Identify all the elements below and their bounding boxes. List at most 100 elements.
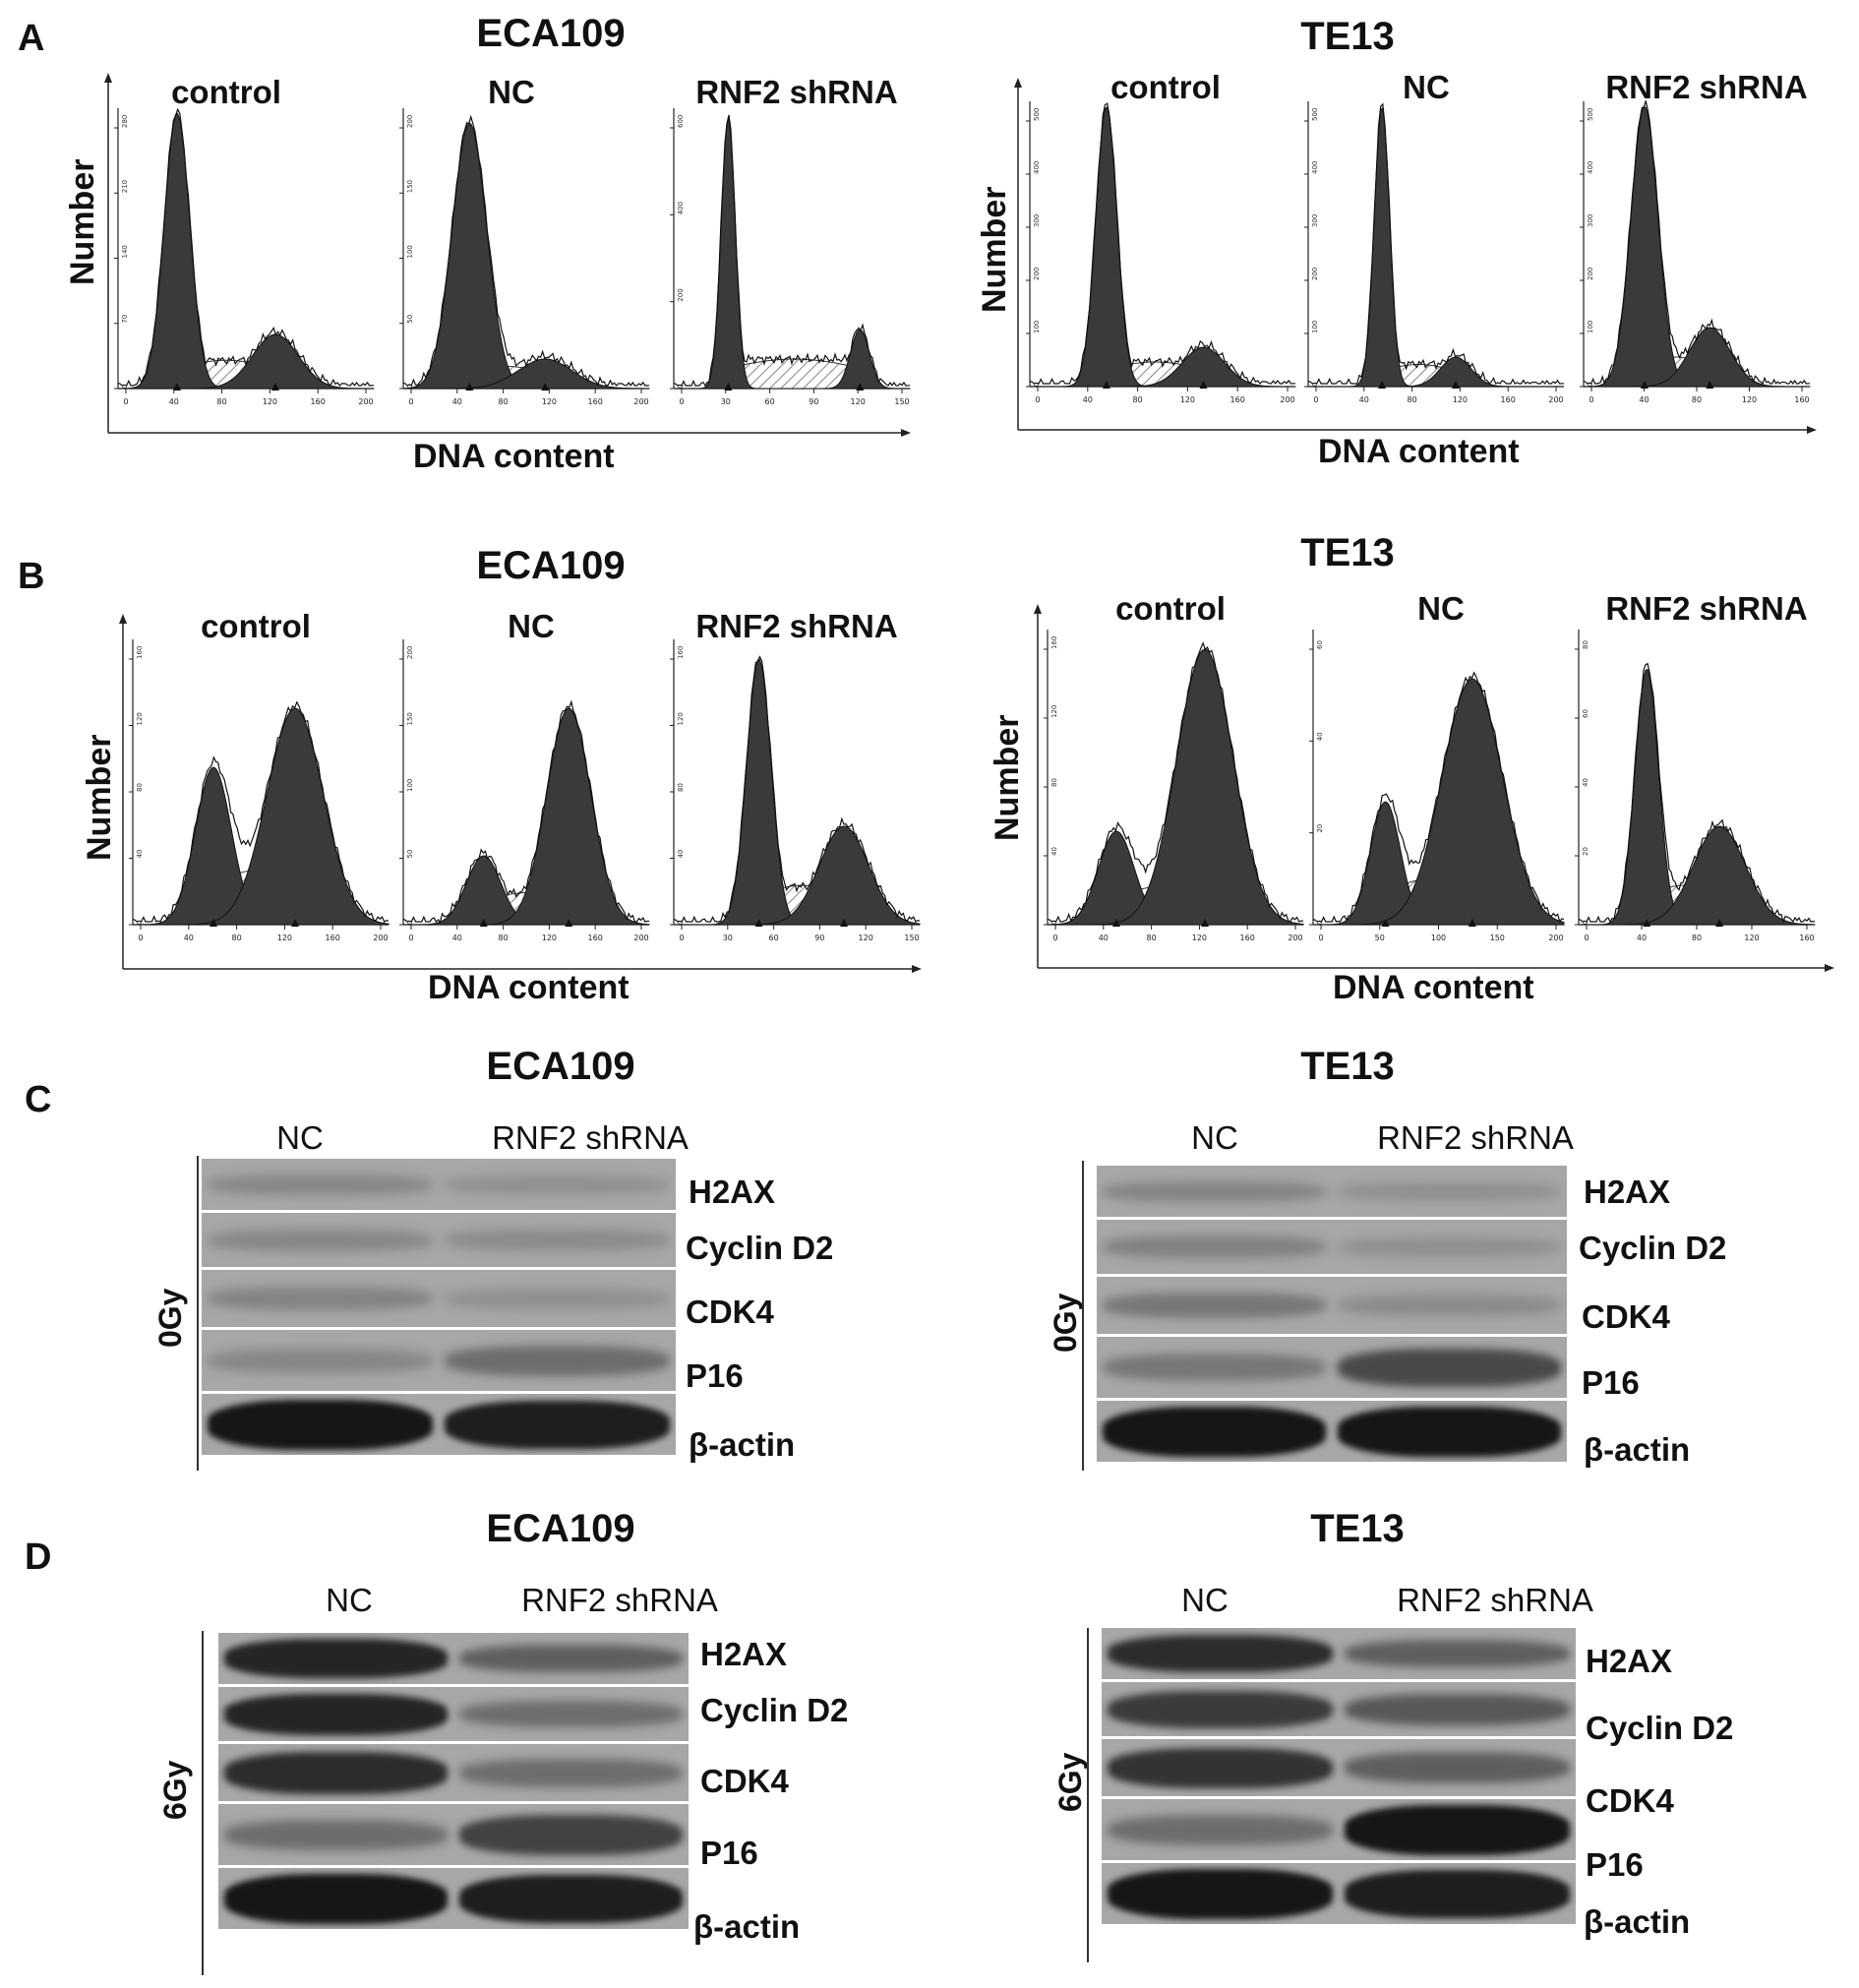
panel-label-b: B	[18, 556, 45, 597]
y-tick-label: 0	[406, 921, 414, 925]
x-tick-label: 0	[138, 934, 143, 942]
panel-c-te13-lane-nc: NC	[1191, 1119, 1238, 1156]
x-tick-label: 120	[542, 934, 557, 942]
y-tick-label: 500	[1311, 108, 1319, 121]
panel-a-eca109-xlabel: DNA content	[413, 438, 615, 475]
blot-band	[1108, 1748, 1333, 1788]
x-tick-label: 40	[1639, 395, 1649, 404]
panel-b-te13-header-nc: NC	[1417, 590, 1465, 627]
panel-d-eca109-protein-cyclin-d2: Cyclin D2	[700, 1692, 849, 1728]
x-tick-label: 120	[542, 397, 557, 406]
blot-band	[1338, 1349, 1561, 1387]
blot-strip	[202, 1394, 676, 1455]
y-tick-label: 200	[1033, 268, 1041, 280]
y-tick-label: 500	[1033, 108, 1041, 121]
panel-a-eca109-header-control: control	[171, 74, 281, 110]
blot-strip	[218, 1687, 689, 1741]
x-tick-label: 40	[1083, 395, 1093, 404]
x-tick-label: 0	[1584, 934, 1589, 942]
panel-a-eca109-header-nc: NC	[488, 74, 535, 110]
panel-a-eca109-ylabel: Number	[64, 158, 101, 285]
x-tick-label: 200	[1280, 395, 1294, 404]
y-tick-label: 80	[136, 783, 144, 792]
panel-b-eca109-title: ECA109	[476, 544, 626, 587]
panel-a-te13-plot-nc: 0 40 80 120 160 200 0 100 200 300 400 500	[1304, 101, 1565, 404]
x-tick-label: 160	[588, 934, 603, 942]
blot-band	[1338, 1407, 1561, 1457]
panel-a-eca109-plot-control: 0 40 80 120 160 200 0 70 140 210 280	[114, 107, 375, 406]
x-tick-label: 90	[809, 397, 818, 406]
x-tick-label: 80	[499, 397, 509, 406]
y-tick-label: 150	[406, 180, 414, 193]
y-tick-label: 600	[677, 115, 685, 128]
x-tick-label: 160	[1799, 934, 1814, 942]
y-tick-label: 0	[1311, 383, 1319, 387]
blot-band	[459, 1815, 683, 1855]
y-tick-label: 0	[1033, 383, 1041, 387]
x-tick-label: 150	[1490, 934, 1505, 942]
y-tick-label: 160	[677, 646, 685, 659]
x-tick-label: 80	[1692, 395, 1702, 404]
y-tick-label: 120	[1050, 705, 1058, 718]
x-tick-label: 150	[894, 397, 909, 406]
y-tick-label: 80	[1050, 778, 1058, 787]
blot-band	[208, 1400, 433, 1450]
x-tick-label: 120	[1180, 395, 1195, 404]
y-tick-label: 200	[406, 646, 414, 659]
panel-b-te13-plot-rnf2: 0 40 80 120 160 0 20 40 60 80	[1575, 630, 1816, 942]
blot-band	[1108, 1815, 1333, 1845]
panel-a-te13-axes	[1014, 78, 1817, 434]
panel-a-eca109-header-rnf2: RNF2 shRNA	[695, 74, 898, 110]
blot-strip	[218, 1744, 689, 1801]
panel-b-te13-axes	[1034, 604, 1834, 972]
panel-b-te13-header-rnf2: RNF2 shRNA	[1605, 590, 1808, 627]
panel-a-te13-header-control: control	[1110, 69, 1221, 105]
x-tick-label: 120	[1192, 934, 1207, 942]
y-tick-label: 50	[406, 315, 414, 324]
panel-a-te13-header-rnf2: RNF2 shRNA	[1605, 69, 1808, 105]
y-tick-label: 140	[121, 245, 129, 258]
x-tick-label: 80	[1408, 395, 1417, 404]
x-tick-label: 60	[769, 934, 779, 942]
x-tick-label: 160	[1501, 395, 1516, 404]
panel-d-te13-protein-cdk4: CDK4	[1586, 1782, 1674, 1819]
blot-strip	[1102, 1628, 1576, 1679]
panel-c-eca109-protein-cdk4: CDK4	[686, 1294, 774, 1330]
blot-strip	[1102, 1863, 1576, 1924]
x-tick-label: 0	[1318, 934, 1323, 942]
panel-a-te13-header-nc: NC	[1403, 69, 1450, 105]
x-tick-label: 80	[232, 934, 242, 942]
panel-label-c: C	[25, 1079, 52, 1120]
panel-d-eca109-lane-nc: NC	[326, 1582, 373, 1618]
panel-a-te13-plot-rnf2: 0 40 80 120 160 0 100 200 300 400 500	[1580, 100, 1811, 404]
panel-b-eca109-header-nc: NC	[508, 608, 555, 644]
y-tick-label: 60	[1582, 709, 1589, 718]
panel-a-te13-xlabel: DNA content	[1318, 433, 1520, 470]
y-tick-label: 80	[1582, 640, 1589, 649]
blot-band	[208, 1287, 433, 1310]
x-tick-label: 120	[1744, 934, 1759, 942]
y-tick-label: 70	[121, 315, 129, 324]
blot-band	[1103, 1354, 1326, 1381]
blot-strip	[218, 1804, 689, 1865]
x-tick-label: 0	[408, 397, 413, 406]
x-tick-label: 0	[1052, 934, 1057, 942]
panel-b-te13-header-control: control	[1115, 590, 1226, 627]
panel-d-eca109-dose: 6Gy	[157, 1760, 193, 1820]
x-tick-label: 200	[633, 397, 648, 406]
panel-a-te13-title: TE13	[1300, 15, 1395, 58]
x-tick-label: 120	[859, 934, 873, 942]
blot-band	[1108, 1691, 1333, 1728]
y-tick-label: 100	[406, 779, 414, 792]
panel-a-eca109-histograms: 0 40 80 120 160 200 0 70 140 210 280 0 40 80 120 160 20…	[104, 73, 911, 437]
panel-c-eca109-bracket	[197, 1156, 199, 1471]
blot-strip	[1097, 1337, 1567, 1398]
y-tick-label: 20	[1582, 847, 1589, 856]
panel-d-eca109-protein-h2ax: H2AX	[700, 1636, 788, 1672]
panel-d-eca109-protein-p16: P16	[700, 1835, 758, 1871]
panel-c-te13-protein-cyclin-d2: Cyclin D2	[1579, 1230, 1727, 1266]
x-tick-label: 80	[1133, 395, 1143, 404]
y-tick-label: 0	[121, 385, 129, 389]
x-tick-label: 200	[1548, 934, 1563, 942]
